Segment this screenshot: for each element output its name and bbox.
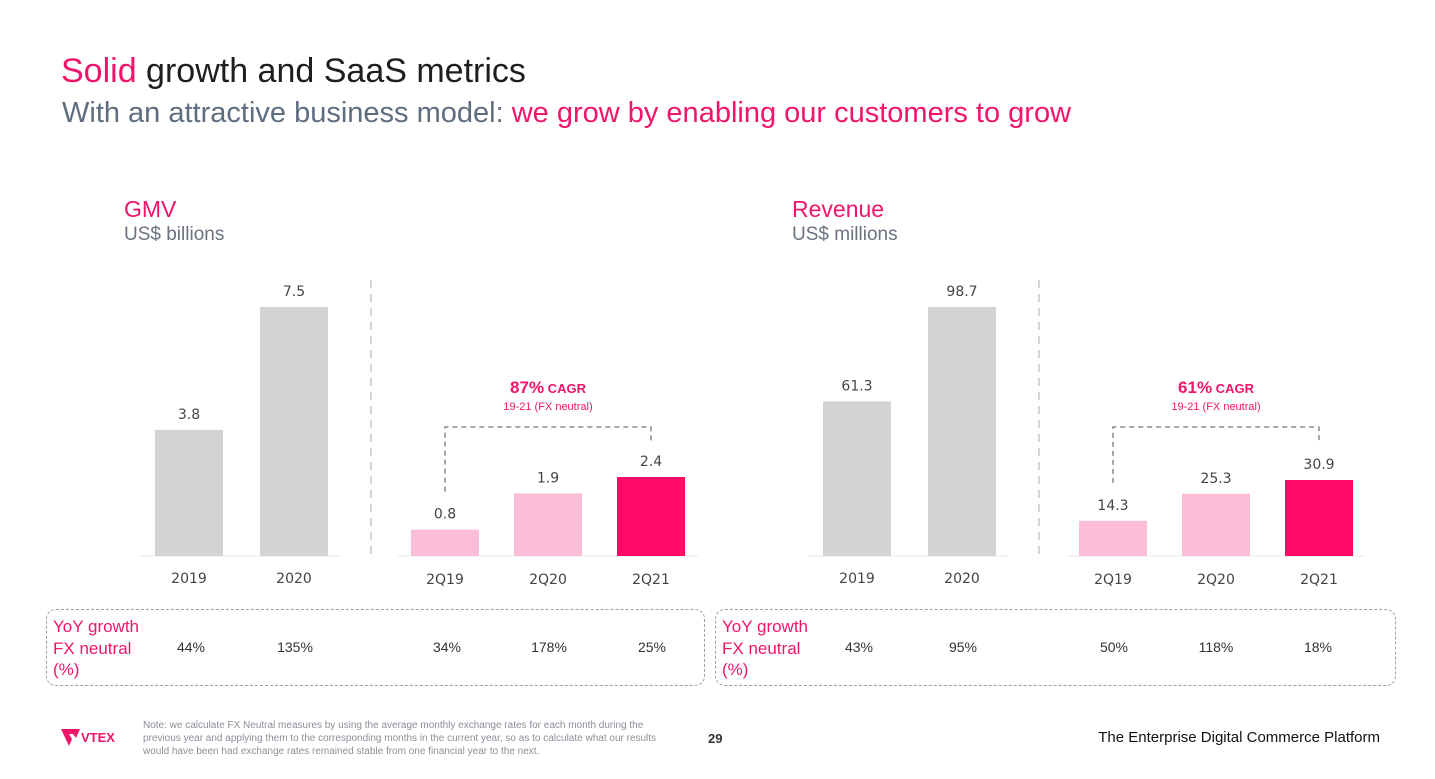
subtitle-highlight: we grow by enabling our customers to gro…	[511, 97, 1072, 129]
gmv-unit: US$ billions	[124, 224, 225, 245]
gmv-chart: 3.8 2019 7.5 2020 0.8 2Q19 1.9 2Q20 2.4 2Q21 87% C…	[140, 280, 698, 588]
vtex-logo-mark: VTEX	[61, 729, 115, 746]
gmv-yoy-2q21: 25%	[637, 639, 667, 655]
gmv-yoy-2q20: 178%	[531, 639, 567, 655]
gmv-tick-2019: 2019	[171, 571, 207, 587]
footnote: Note: we calculate FX Neutral measures b…	[143, 720, 657, 757]
revenue-value-label-2020: 98.7	[946, 284, 977, 300]
gmv-value-label-2Q21: 2.4	[640, 454, 662, 470]
revenue-bar-2019	[823, 401, 891, 556]
revenue-title: Revenue	[792, 196, 885, 222]
gmv-bar-2019	[155, 429, 223, 556]
revenue-value-label-2019: 61.3	[841, 378, 872, 394]
revenue-cagr-label: 61% CAGR	[1178, 378, 1255, 397]
revenue-bar-2Q19	[1079, 520, 1147, 556]
gmv-yoy-2019: 44%	[176, 639, 206, 655]
revenue-yoy-box: YoY growth FX neutral (%) 43% 95% 50% 11…	[715, 609, 1396, 686]
gmv-value-label-2Q19: 0.8	[434, 507, 456, 523]
revenue-yoy-2019: 43%	[844, 639, 874, 655]
revenue-chart: 61.3 2019 98.7 2020 14.3 2Q19 25.3 2Q20 30.9 2Q21…	[808, 280, 1366, 588]
revenue-value-label-2Q21: 30.9	[1303, 457, 1334, 473]
gmv-cagr-note: 19-21 (FX neutral)	[503, 401, 592, 413]
tagline: The Enterprise Digital Commerce Platform	[1098, 729, 1380, 746]
revenue-cagr-bracket	[1112, 426, 1320, 483]
gmv-title: GMV	[124, 196, 177, 222]
gmv-tick-2Q20: 2Q20	[529, 572, 567, 588]
gmv-yoy-2020: 135%	[277, 639, 313, 655]
title-rest: growth and SaaS metrics	[136, 52, 526, 90]
revenue-tick-2019: 2019	[839, 571, 875, 587]
revenue-tick-2Q20: 2Q20	[1197, 572, 1235, 588]
vtex-logo-text: VTEX	[81, 730, 115, 745]
revenue-bar-2020	[928, 307, 996, 556]
revenue-unit: US$ millions	[792, 224, 898, 245]
gmv-tick-2020: 2020	[276, 571, 312, 587]
revenue-tick-2Q19: 2Q19	[1094, 572, 1132, 588]
revenue-cagr-suffix: CAGR	[1212, 381, 1255, 396]
slide-subtitle: With an attractive business model: we gr…	[62, 97, 1071, 130]
title-highlight: Solid	[61, 52, 137, 90]
page-number: 29	[708, 731, 723, 746]
gmv-cagr-suffix: CAGR	[544, 381, 587, 396]
revenue-cagr-value: 61%	[1178, 378, 1212, 397]
revenue-yoy-label: YoY growth FX neutral (%)	[722, 617, 809, 679]
revenue-value-label-2Q19: 14.3	[1097, 498, 1128, 514]
gmv-tick-2Q19: 2Q19	[426, 572, 464, 588]
gmv-value-label-2019: 3.8	[178, 407, 200, 423]
revenue-tick-2Q21: 2Q21	[1300, 572, 1338, 588]
gmv-yoy-box: YoY growth FX neutral (%) 44% 135% 34% 1…	[46, 609, 705, 686]
revenue-tick-2020: 2020	[944, 571, 980, 587]
slide-title: Solid growth and SaaS metrics	[61, 52, 526, 91]
revenue-cagr-note: 19-21 (FX neutral)	[1171, 401, 1260, 413]
vtex-logo: VTEX	[60, 726, 124, 753]
revenue-bar-2Q20	[1182, 493, 1250, 556]
gmv-value-label-2Q20: 1.9	[537, 470, 559, 486]
gmv-bar-2Q19	[411, 529, 479, 556]
gmv-cagr-value: 87%	[510, 378, 544, 397]
revenue-yoy-2q21: 18%	[1303, 639, 1333, 655]
gmv-bar-2Q21	[617, 477, 685, 556]
gmv-value-label-2020: 7.5	[283, 284, 305, 300]
revenue-yoy-2020: 95%	[948, 639, 978, 655]
gmv-tick-2Q21: 2Q21	[632, 572, 670, 588]
gmv-cagr-label: 87% CAGR	[510, 378, 587, 397]
revenue-bar-2Q21	[1285, 480, 1353, 556]
gmv-yoy-label: YoY growth FX neutral (%)	[53, 617, 140, 679]
revenue-yoy-2q20: 118%	[1198, 639, 1234, 655]
gmv-bar-2020	[260, 307, 328, 556]
revenue-value-label-2Q20: 25.3	[1200, 471, 1231, 487]
subtitle-plain: With an attractive business model:	[62, 97, 512, 129]
revenue-yoy-2q19: 50%	[1099, 639, 1129, 655]
gmv-bar-2Q20	[514, 493, 582, 556]
gmv-yoy-2q19: 34%	[432, 639, 462, 655]
